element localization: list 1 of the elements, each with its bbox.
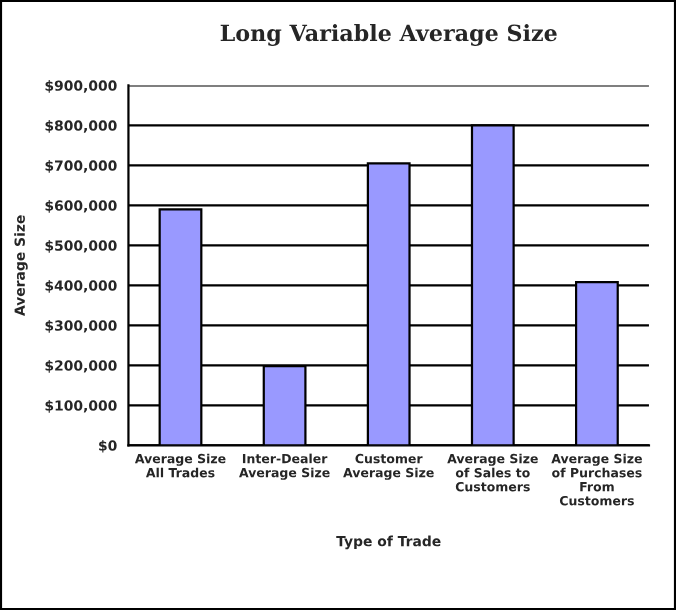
chart-title: Long Variable Average Size — [220, 24, 557, 46]
